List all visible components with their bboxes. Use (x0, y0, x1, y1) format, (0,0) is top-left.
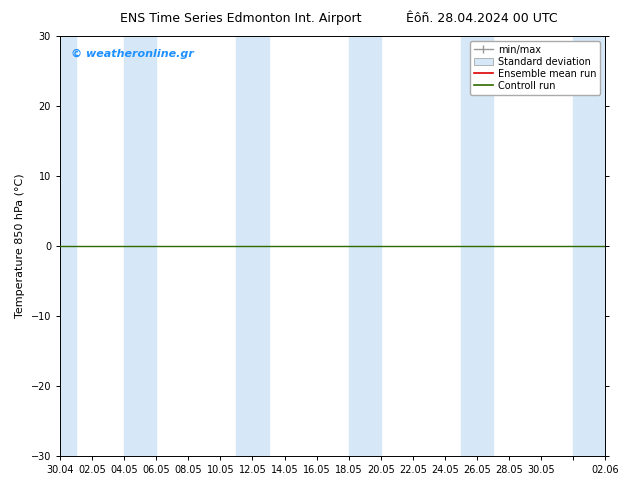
Legend: min/max, Standard deviation, Ensemble mean run, Controll run: min/max, Standard deviation, Ensemble me… (470, 41, 600, 95)
Bar (236, 36, 269, 456)
Bar (124, 36, 156, 456)
Bar (461, 36, 493, 456)
Text: Êôñ. 28.04.2024 00 UTC: Êôñ. 28.04.2024 00 UTC (406, 12, 558, 25)
Bar (349, 36, 381, 456)
Y-axis label: Temperature 850 hPa (°C): Temperature 850 hPa (°C) (15, 174, 25, 318)
Text: ENS Time Series Edmonton Int. Airport: ENS Time Series Edmonton Int. Airport (120, 12, 361, 25)
Bar (60, 36, 76, 456)
Text: © weatheronline.gr: © weatheronline.gr (71, 49, 194, 59)
Bar (573, 36, 605, 456)
